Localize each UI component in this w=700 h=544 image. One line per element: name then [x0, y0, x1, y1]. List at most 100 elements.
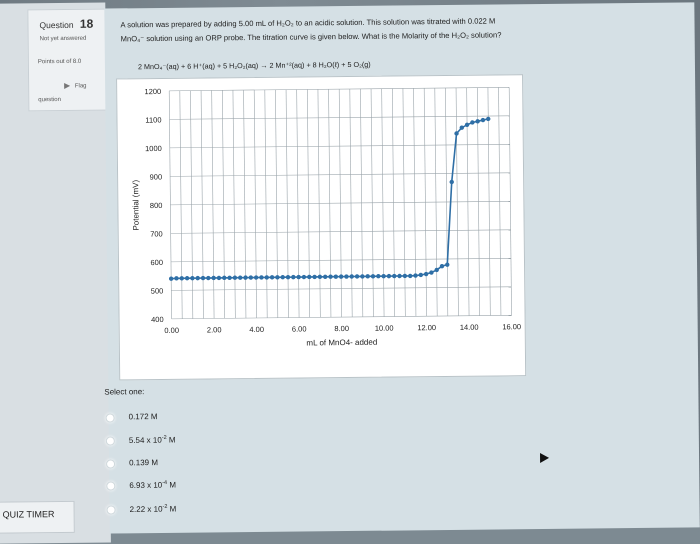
answer-radio[interactable]: [106, 505, 116, 515]
grid-line-horizontal: [170, 172, 511, 177]
quiz-timer: QUIZ TIMER: [2, 509, 55, 520]
grid-line-horizontal: [169, 144, 510, 149]
answer-radio[interactable]: [105, 436, 115, 446]
answer-option-label[interactable]: 2.22 x 10-2 M: [130, 504, 177, 514]
data-point: [264, 275, 269, 280]
y-tick-label: 1200: [144, 87, 161, 96]
data-point: [269, 275, 275, 280]
data-point: [238, 275, 243, 280]
question-label: Question 18: [39, 17, 93, 32]
y-tick-label: 900: [150, 172, 163, 181]
data-point: [195, 275, 200, 281]
x-tick-label: 16.00: [502, 322, 521, 331]
data-point: [445, 262, 450, 267]
data-point: [459, 125, 464, 130]
data-point: [423, 271, 429, 277]
x-tick-label: 6.00: [292, 324, 307, 333]
data-point: [354, 274, 360, 279]
select-one-label: Select one:: [104, 387, 145, 397]
x-tick-label: 8.00: [334, 324, 349, 333]
data-point: [227, 275, 232, 280]
answer-option-value: 0.172 M: [128, 412, 158, 422]
answer-option-unit: M: [167, 480, 177, 490]
data-point: [301, 274, 307, 280]
data-point: [285, 274, 291, 280]
answer-radio[interactable]: [106, 481, 116, 491]
y-tick-label: 800: [150, 201, 163, 210]
data-point: [480, 117, 486, 123]
y-tick-label: 1100: [145, 115, 161, 124]
data-point: [429, 270, 434, 275]
flag-label: Flag: [74, 83, 87, 90]
x-tick-label: 10.00: [375, 324, 394, 333]
data-point: [365, 274, 370, 279]
flag-question-sublabel: question: [38, 97, 62, 104]
x-tick-label: 12.00: [417, 323, 436, 332]
data-point: [184, 276, 190, 281]
grid-line-horizontal: [169, 115, 510, 120]
grid-line-horizontal: [171, 286, 512, 291]
data-point: [434, 267, 439, 273]
titration-chart-svg: 400 500 600 700 800 900 1000 1100 1200 0.00 2.00 4.…: [131, 87, 521, 348]
mouse-cursor-icon: [540, 452, 550, 464]
data-point: [386, 273, 392, 279]
data-point: [439, 263, 445, 269]
question-label-text: Question: [39, 19, 74, 31]
y-tick-label: 1000: [145, 144, 162, 153]
data-point: [296, 274, 301, 280]
x-tick-label: 2.00: [207, 325, 222, 334]
data-point: [470, 120, 475, 125]
data-point: [206, 275, 211, 281]
data-point: [317, 274, 323, 280]
y-tick-label: 500: [151, 286, 164, 295]
grid-line-horizontal: [170, 229, 511, 234]
data-point: [486, 116, 491, 122]
answer-radio[interactable]: [105, 413, 115, 423]
y-axis-label: Potential (mV): [131, 180, 141, 231]
data-point: [418, 272, 424, 278]
answer-option-label[interactable]: 0.139 M: [129, 458, 158, 467]
answer-option-label[interactable]: 0.172 M: [129, 412, 158, 421]
data-point: [222, 275, 227, 281]
answer-radio[interactable]: [106, 459, 116, 469]
data-point: [179, 276, 184, 281]
grid-line-horizontal: [170, 201, 511, 206]
data-point: [312, 274, 317, 280]
question-prompt: A solution was prepared by adding 5.00 m…: [120, 13, 600, 46]
grid-line-horizontal: [170, 258, 511, 263]
x-tick-label: 0.00: [164, 326, 179, 335]
data-point: [200, 275, 206, 281]
data-point: [174, 276, 179, 281]
grid-line-horizontal: [171, 315, 512, 320]
data-point: [328, 274, 333, 279]
points-label: Points out of 8.0: [37, 58, 82, 66]
y-tick-label: 400: [151, 315, 164, 324]
data-point: [232, 275, 238, 280]
data-point: [190, 275, 195, 281]
data-point: [259, 275, 264, 280]
answer-option-value: 6.93 x 10: [129, 480, 163, 490]
data-point: [413, 273, 418, 278]
data-point: [397, 273, 402, 279]
data-point: [168, 276, 174, 281]
grid-line-horizontal: [169, 87, 510, 92]
x-tick-label: 4.00: [249, 325, 264, 334]
data-point: [291, 274, 296, 280]
answer-status: Not yet answered: [39, 35, 87, 43]
data-point: [307, 274, 312, 280]
answer-option-label[interactable]: 5.54 x 10-2 M: [129, 435, 176, 445]
flag-question-button[interactable]: Flag: [64, 82, 87, 90]
data-point: [376, 274, 381, 279]
data-point: [402, 273, 408, 279]
answer-option-value: 0.139 M: [129, 458, 159, 468]
data-point: [333, 274, 339, 279]
data-point: [344, 274, 349, 279]
answer-option-label[interactable]: 6.93 x 10-4 M: [129, 480, 176, 490]
answer-option-value: 2.22 x 10: [129, 504, 163, 514]
y-tick-label: 600: [150, 258, 163, 267]
data-point: [454, 131, 459, 136]
x-axis-label: mL of MnO4- added: [306, 338, 377, 348]
titration-chart: 400 500 600 700 800 900 1000 1100 1200 0.00 2.00 4.…: [116, 74, 527, 381]
answer-option-value: 5.54 x 10: [128, 435, 162, 445]
